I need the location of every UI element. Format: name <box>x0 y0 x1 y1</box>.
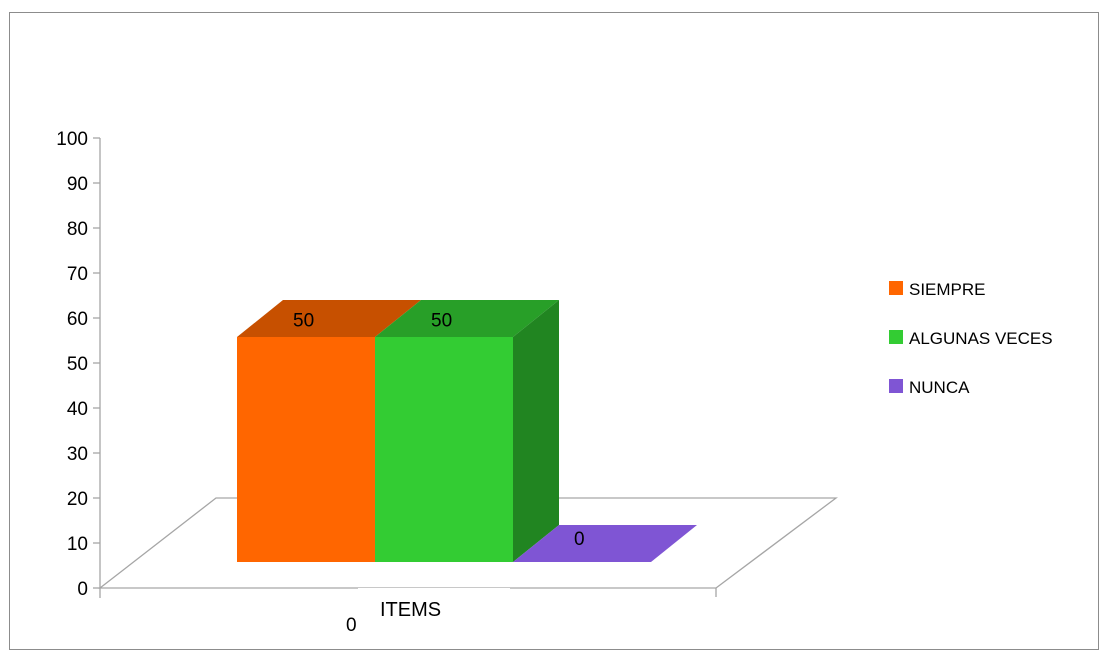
x-axis-title: ITEMS <box>380 599 441 621</box>
x-axis-group: 0 ITEMS <box>346 588 510 636</box>
y-tick-label-7: 70 <box>67 264 88 285</box>
bar-side-face-1 <box>513 300 559 562</box>
y-tick-label-1: 10 <box>67 534 88 555</box>
y-tick-label-4: 40 <box>67 399 88 420</box>
bar-front-face-1 <box>375 337 513 562</box>
data-labels-group: 50 50 0 <box>293 311 585 551</box>
bar-top-face-0 <box>237 300 421 337</box>
y-axis-group: 0 10 20 30 40 50 60 70 80 90 100 <box>56 129 101 600</box>
y-tick-label-8: 80 <box>67 219 88 240</box>
x-tick-label-0: 0 <box>346 615 357 636</box>
bar-siempre <box>237 300 421 562</box>
bars-group <box>237 300 697 562</box>
legend-swatch-siempre <box>889 281 903 295</box>
legend-swatch-algunas-veces <box>889 330 903 344</box>
data-label-1: 50 <box>431 311 452 332</box>
y-tick-label-2: 20 <box>67 489 88 510</box>
chart-floor-group <box>98 497 838 597</box>
legend-label-algunas-veces: ALGUNAS VECES <box>909 329 1053 348</box>
y-tick-label-10: 100 <box>56 129 88 150</box>
legend-swatch-nunca <box>889 379 903 393</box>
y-tick-label-9: 90 <box>67 174 88 195</box>
y-tick-label-5: 50 <box>67 354 88 375</box>
y-tick-label-6: 60 <box>67 309 88 330</box>
y-tick-label-0: 0 <box>77 579 88 600</box>
bar-front-face-0 <box>237 337 375 562</box>
bar-top-face-2 <box>513 525 697 562</box>
x-axis-title-background <box>358 588 510 636</box>
legend-label-nunca: NUNCA <box>909 378 970 397</box>
bar-top-face-1 <box>375 300 559 337</box>
bar-nunca <box>513 525 697 562</box>
data-label-2: 0 <box>574 529 585 550</box>
bar-algunas-veces <box>375 300 559 562</box>
legend-label-siempre: SIEMPRE <box>909 280 986 299</box>
chart-floor <box>98 497 838 589</box>
y-tick-label-3: 30 <box>67 444 88 465</box>
legend: SIEMPRE ALGUNAS VECES NUNCA <box>889 280 1053 397</box>
data-label-0: 50 <box>293 311 314 332</box>
